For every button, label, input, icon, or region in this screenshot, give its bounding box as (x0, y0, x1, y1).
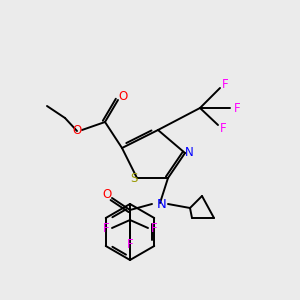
Text: O: O (72, 124, 82, 137)
Text: F: F (234, 101, 240, 115)
Text: N: N (157, 199, 167, 212)
Text: O: O (118, 91, 127, 103)
Text: O: O (102, 188, 112, 202)
Text: F: F (222, 79, 228, 92)
Text: F: F (220, 122, 226, 134)
Text: F: F (127, 238, 133, 250)
Text: F: F (151, 223, 157, 236)
Text: N: N (184, 146, 194, 158)
Text: S: S (130, 172, 138, 185)
Text: F: F (103, 223, 109, 236)
